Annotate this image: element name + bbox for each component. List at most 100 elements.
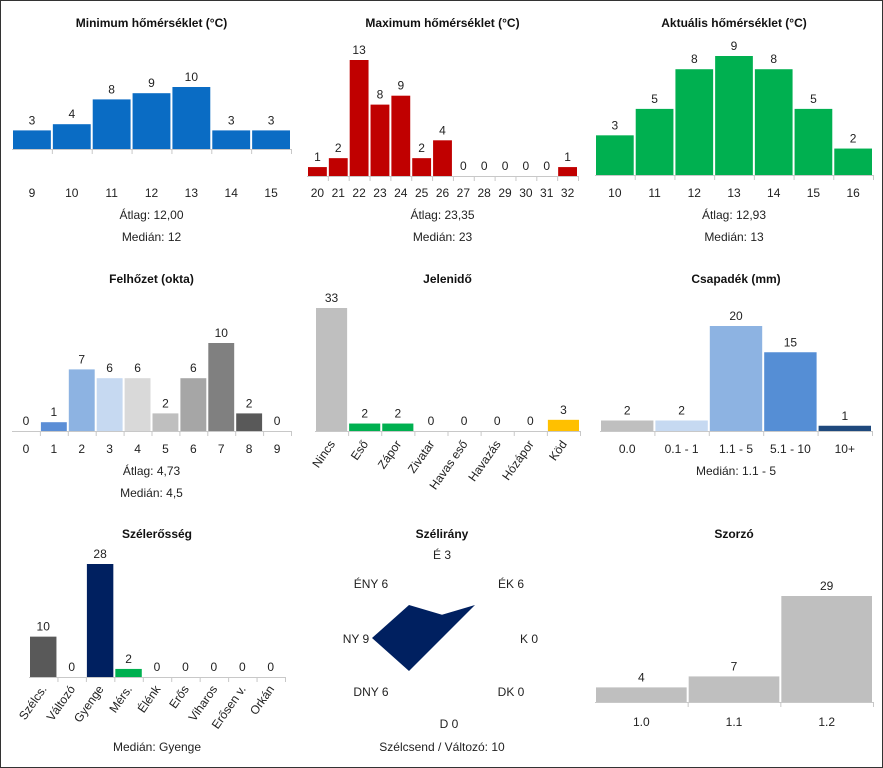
max-temp-bar-5 xyxy=(412,158,432,176)
wind-direction-direction-label-k: K 0 xyxy=(520,632,538,646)
current-temp-tick-label-4: 14 xyxy=(767,186,781,200)
min-temp-median-label: Medián: 12 xyxy=(122,230,182,244)
max-temp-value-label-10: 0 xyxy=(523,159,530,173)
wind-strength-value-label-6: 0 xyxy=(211,660,218,674)
max-temp-average-label: Átlag: 23,35 xyxy=(410,207,474,222)
max-temp-value-label-6: 4 xyxy=(439,123,446,137)
precipitation-tick-label-0: 0.0 xyxy=(619,442,636,456)
current-temp-bar-5 xyxy=(794,108,833,175)
max-temp-tick-label-6: 26 xyxy=(436,186,450,200)
min-temp-tick-label-3: 12 xyxy=(145,186,159,200)
max-temp-bar-4 xyxy=(391,95,411,176)
wind-direction-direction-label-dk: DK 0 xyxy=(498,685,525,699)
cloud-cover-tick-label-5: 5 xyxy=(162,442,169,456)
min-temp-bar-4 xyxy=(172,87,211,149)
present-weather-value-label-4: 0 xyxy=(461,414,468,428)
multiplier-tick-label-0: 1.0 xyxy=(633,715,650,729)
precipitation-value-label-4: 1 xyxy=(841,409,848,423)
wind-direction-direction-label-dny: DNY 6 xyxy=(353,685,388,699)
wind-direction-title: Szélirány xyxy=(416,527,469,541)
present-weather-tick-label-2: Zápor xyxy=(375,438,404,472)
max-temp-bar-2 xyxy=(349,60,369,176)
max-temp-value-label-2: 13 xyxy=(352,43,366,57)
max-temp-tick-label-8: 28 xyxy=(478,186,492,200)
min-temp-value-label-3: 9 xyxy=(148,76,155,90)
max-temp-bar-1 xyxy=(328,158,348,176)
wind-direction-direction-label-eny: ÉNY 6 xyxy=(354,576,389,591)
current-temp-tick-label-2: 12 xyxy=(688,186,702,200)
cloud-cover-tick-label-7: 7 xyxy=(218,442,225,456)
wind-strength-tick-label-4: Élénk xyxy=(134,681,164,715)
cloud-cover-bar-5 xyxy=(152,413,179,431)
present-weather-tick-label-1: Eső xyxy=(348,437,372,462)
precipitation-bar-1 xyxy=(655,420,708,431)
present-weather-bar-0 xyxy=(316,308,348,431)
present-weather-value-label-5: 0 xyxy=(494,414,501,428)
max-temp-tick-label-5: 25 xyxy=(415,186,429,200)
wind-strength-tick-label-5: Erős xyxy=(166,683,192,711)
current-temp-bar-3 xyxy=(715,56,753,175)
max-temp-median-label: Medián: 23 xyxy=(413,230,473,244)
cloud-cover-tick-label-2: 2 xyxy=(78,442,85,456)
wind-strength-bar-3 xyxy=(115,668,142,677)
present-weather-tick-label-3: Zivatar xyxy=(405,438,438,476)
present-weather-bar-1 xyxy=(349,423,381,431)
max-temp-tick-label-10: 30 xyxy=(519,186,533,200)
cloud-cover-tick-label-9: 9 xyxy=(274,442,281,456)
precipitation-bar-4 xyxy=(818,425,871,431)
wind-strength-bar-2 xyxy=(86,564,114,677)
max-temp-tick-label-2: 22 xyxy=(352,186,366,200)
max-temp-bar-3 xyxy=(370,104,390,176)
current-temp-average-label: Átlag: 12,93 xyxy=(702,207,766,222)
present-weather-tick-label-6: Hózápor xyxy=(499,438,536,483)
present-weather-value-label-1: 2 xyxy=(361,407,368,421)
precipitation-title: Csapadék (mm) xyxy=(691,272,780,286)
multiplier-bar-0 xyxy=(596,687,687,702)
wind-strength-value-label-4: 0 xyxy=(154,660,161,674)
min-temp-tick-label-1: 10 xyxy=(65,186,79,200)
cloud-cover-tick-label-1: 1 xyxy=(51,442,58,456)
cloud-cover-value-label-8: 2 xyxy=(246,396,253,410)
precipitation-tick-label-1: 0.1 - 1 xyxy=(665,442,699,456)
cloud-cover-tick-label-6: 6 xyxy=(190,442,197,456)
present-weather-title: Jelenidő xyxy=(423,272,472,286)
min-temp-value-label-5: 3 xyxy=(228,113,235,127)
present-weather-value-label-6: 0 xyxy=(527,414,534,428)
current-temp-value-label-1: 5 xyxy=(651,92,658,106)
cloud-cover-average-label: Átlag: 4,73 xyxy=(123,463,181,478)
wind-direction-area xyxy=(372,605,475,671)
wind-strength-bar-0 xyxy=(30,636,57,677)
max-temp-value-label-1: 2 xyxy=(335,141,342,155)
wind-strength-value-label-2: 28 xyxy=(93,547,107,561)
multiplier-tick-label-2: 1.2 xyxy=(818,715,835,729)
min-temp-bar-3 xyxy=(132,93,171,149)
current-temp-bar-6 xyxy=(834,148,872,175)
precipitation-bar-3 xyxy=(764,352,817,431)
current-temp-median-label: Medián: 13 xyxy=(704,230,764,244)
current-temp-tick-label-3: 13 xyxy=(727,186,741,200)
wind-strength-value-label-8: 0 xyxy=(267,660,274,674)
cloud-cover-value-label-9: 0 xyxy=(274,414,281,428)
current-temp-bar-0 xyxy=(596,135,634,175)
max-temp-bar-12 xyxy=(558,167,577,176)
min-temp-title: Minimum hőmérséklet (°C) xyxy=(76,16,228,30)
min-temp-bar-2 xyxy=(92,99,131,149)
cloud-cover-bar-4 xyxy=(124,378,151,431)
current-temp-value-label-0: 3 xyxy=(612,118,619,132)
min-temp-value-label-4: 10 xyxy=(185,70,199,84)
cloud-cover-value-label-7: 10 xyxy=(215,326,229,340)
cloud-cover-value-label-3: 6 xyxy=(106,361,113,375)
min-temp-value-label-6: 3 xyxy=(268,113,275,127)
precipitation-value-label-1: 2 xyxy=(678,404,685,418)
wind-strength-value-label-5: 0 xyxy=(182,660,189,674)
min-temp-tick-label-0: 9 xyxy=(29,186,36,200)
cloud-cover-median-label: Medián: 4,5 xyxy=(120,486,183,500)
current-temp-tick-label-1: 11 xyxy=(648,186,661,200)
cloud-cover-bar-2 xyxy=(68,369,95,431)
present-weather-value-label-2: 2 xyxy=(394,407,401,421)
present-weather-bar-7 xyxy=(547,419,579,431)
current-temp-value-label-2: 8 xyxy=(691,52,698,66)
wind-strength-tick-label-8: Orkán xyxy=(247,683,277,718)
max-temp-value-label-0: 1 xyxy=(314,150,321,164)
